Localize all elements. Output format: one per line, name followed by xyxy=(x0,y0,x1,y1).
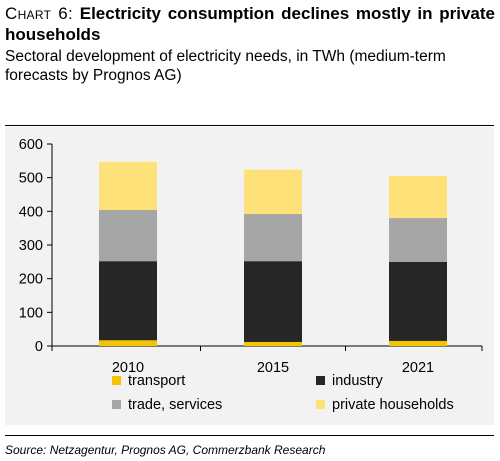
top-rule xyxy=(5,125,494,126)
bar-2015-industry xyxy=(244,261,302,342)
bar-2010-trade-services xyxy=(99,209,157,262)
bar-2021-industry xyxy=(389,261,447,341)
y-tick-label: 300 xyxy=(19,238,43,254)
bar-2021-transport xyxy=(389,340,447,346)
x-tick-label: 2015 xyxy=(257,360,289,376)
legend-swatch xyxy=(316,376,325,385)
chart-subtitle: Sectoral development of electricity need… xyxy=(5,48,446,84)
bar-2010-industry xyxy=(99,261,157,341)
y-tick-label: 0 xyxy=(35,339,43,355)
bar-2015-transport xyxy=(244,341,302,346)
legend-label: transport xyxy=(128,373,185,389)
bottom-rule xyxy=(5,435,494,436)
bar-2021-private-households xyxy=(389,175,447,219)
legend-label: trade, services xyxy=(128,397,222,413)
chart-title: Chart 6: Electricity consumption decline… xyxy=(5,3,495,45)
legend-label: private households xyxy=(332,397,454,413)
y-tick-label: 600 xyxy=(19,137,43,153)
y-tick-label: 100 xyxy=(19,305,43,321)
bar-2015-trade-services xyxy=(244,214,302,262)
chart-number: Chart 6: xyxy=(5,4,74,23)
source-note: Source: Netzagentur, Prognos AG, Commerz… xyxy=(5,443,326,457)
legend-swatch xyxy=(112,376,121,385)
chart-title-text: Electricity consumption declines mostly … xyxy=(5,4,495,44)
y-tick-label: 400 xyxy=(19,204,43,220)
bar-2010-private-households xyxy=(99,161,157,210)
legend-swatch xyxy=(112,400,121,409)
x-tick-label: 2010 xyxy=(112,360,144,376)
y-tick-label: 200 xyxy=(19,272,43,288)
bar-2010-transport xyxy=(99,340,157,346)
bar-2021-trade-services xyxy=(389,218,447,262)
legend-label: industry xyxy=(332,373,384,389)
chart-header: Chart 6: Electricity consumption decline… xyxy=(5,3,495,85)
bar-2015-private-households xyxy=(244,169,302,215)
y-tick-label: 500 xyxy=(19,171,43,187)
legend-swatch xyxy=(316,400,325,409)
x-tick-label: 2021 xyxy=(402,360,434,376)
